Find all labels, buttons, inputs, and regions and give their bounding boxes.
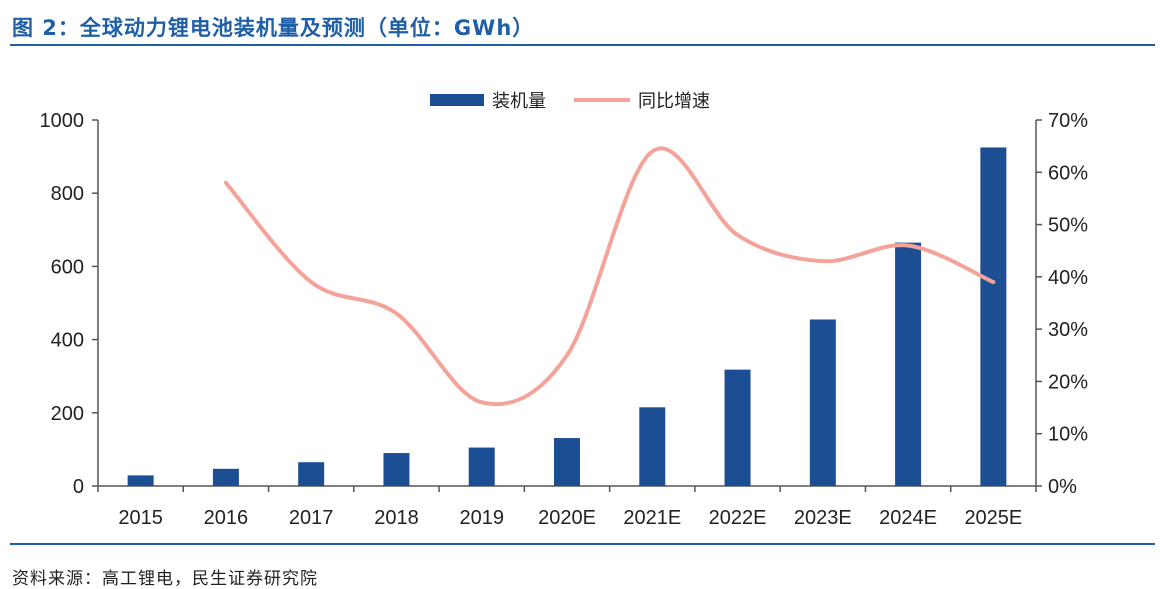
y-left-tick-label: 1000	[40, 110, 85, 132]
x-tick-label: 2021E	[623, 507, 681, 529]
bar-2015	[128, 475, 154, 486]
bar-2024E	[895, 243, 921, 486]
x-tick-label: 2019	[459, 507, 504, 529]
bar-2023E	[810, 319, 836, 486]
legend-swatch-bars	[430, 94, 484, 106]
y-right-tick-label: 10%	[1048, 424, 1088, 446]
x-tick-label: 2024E	[879, 507, 937, 529]
y-left-tick-label: 0	[73, 476, 84, 498]
bar-2022E	[725, 370, 751, 486]
bar-2018	[383, 453, 409, 486]
y-right-tick-label: 20%	[1048, 371, 1088, 393]
x-tick-label: 2022E	[709, 507, 767, 529]
x-tick-label: 2018	[374, 507, 419, 529]
y-right-tick-label: 0%	[1048, 476, 1077, 498]
y-right-tick-label: 50%	[1048, 215, 1088, 237]
bar-2020E	[554, 438, 580, 486]
y-right-tick-label: 40%	[1048, 267, 1088, 289]
y-left-tick-label: 200	[51, 403, 84, 425]
bar-2016	[213, 469, 239, 486]
bar-2021E	[639, 407, 665, 486]
y-left-tick-label: 600	[51, 256, 84, 278]
bar-2025E	[980, 147, 1006, 486]
x-tick-label: 2025E	[964, 507, 1022, 529]
legend-label-bars: 装机量	[492, 91, 546, 112]
legend-label-line: 同比增速	[638, 91, 710, 112]
y-right-tick-label: 30%	[1048, 319, 1088, 341]
bar-2019	[469, 448, 495, 486]
y-right-tick-label: 70%	[1048, 110, 1088, 132]
x-tick-label: 2023E	[794, 507, 852, 529]
x-tick-label: 2020E	[538, 507, 596, 529]
y-left-tick-label: 400	[51, 330, 84, 352]
x-tick-label: 2016	[204, 507, 249, 529]
x-tick-label: 2017	[289, 507, 334, 529]
x-tick-label: 2015	[118, 507, 163, 529]
y-right-tick-label: 60%	[1048, 162, 1088, 184]
source-rule	[10, 543, 1155, 545]
y-left-tick-label: 800	[51, 183, 84, 205]
source-note: 资料来源：高工锂电，民生证券研究院	[12, 564, 318, 589]
growth-rate-line	[226, 148, 993, 404]
bar-2017	[298, 462, 324, 486]
